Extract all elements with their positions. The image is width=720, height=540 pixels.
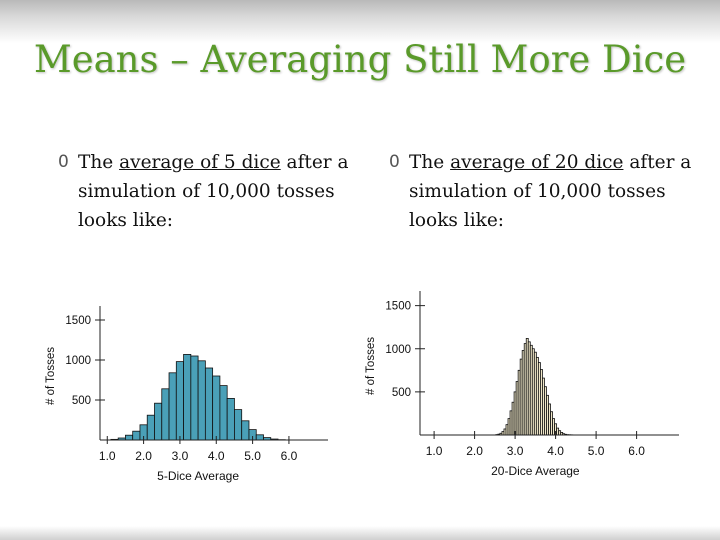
bullet-suffix: after a simulation of 10,000 tosses look… (409, 152, 692, 231)
histogram-20-dice: 1.0 2.0 3.0 4.0 5.0 6.0 500 1000 1500 20-Dice Ave… (365, 291, 679, 478)
histogram-bar (226, 398, 235, 441)
histogram-bar (125, 434, 134, 441)
slide-title: Means – Averaging Still More Dice (33, 38, 687, 81)
bullet-5-dice: 0 The average of 5 dice after a simulati… (58, 148, 378, 240)
x-tick-label: 5.0 (244, 449, 261, 463)
y-tick-label: 500 (392, 387, 411, 399)
histogram-bar (161, 388, 170, 441)
x-tick-label: 3.0 (172, 449, 189, 463)
x-tick-label: 5.0 (588, 444, 605, 458)
x-tick-label: 4.0 (208, 449, 225, 463)
bullet-emphasis: average of 20 dice (450, 152, 624, 173)
bullet-suffix: after a simulation of 10,000 tosses look… (78, 152, 349, 231)
x-tick-label: 6.0 (281, 449, 298, 463)
x-tick-label: 2.0 (135, 449, 152, 463)
y-tick-label: 1000 (65, 355, 91, 367)
y-axis-label: # of Tosses (365, 337, 377, 395)
histogram-bar (190, 355, 199, 441)
x-tick-label: 2.0 (466, 444, 483, 458)
histogram-bar (146, 414, 155, 441)
y-tick-label: 1500 (65, 315, 91, 327)
x-axis-label: 5-Dice Average (157, 469, 239, 483)
x-tick-label: 1.0 (99, 449, 116, 463)
bullet-prefix: The (409, 152, 451, 173)
x-tick-label: 3.0 (507, 444, 524, 458)
x-tick-label: 1.0 (426, 444, 443, 458)
histogram-bar (219, 385, 228, 441)
bullet-emphasis: average of 5 dice (119, 152, 281, 173)
histogram-bar (255, 434, 264, 441)
histogram-bar (241, 420, 250, 441)
histogram-bar (132, 430, 141, 441)
bullet-text: The average of 5 dice after a simulation… (78, 148, 378, 235)
y-tick-label: 1500 (385, 301, 411, 313)
histogram-bar (204, 367, 214, 441)
histogram-bar (212, 375, 221, 441)
histogram-bar (197, 360, 206, 441)
bullet-text: The average of 20 dice after a simulatio… (409, 148, 709, 235)
histogram-bar (154, 402, 163, 441)
histogram-bar (234, 409, 243, 441)
bullet-20-dice: 0 The average of 20 dice after a simulat… (389, 148, 709, 240)
x-tick-label: 6.0 (628, 444, 645, 458)
histogram-bar (168, 372, 177, 441)
bullet-marker: 0 (58, 152, 69, 172)
x-tick-label: 4.0 (547, 444, 564, 458)
bullet-prefix: The (78, 152, 120, 173)
histogram-5-dice: 1.0 2.0 3.0 4.0 5.0 6.0 500 1000 1500 5-Dice Aver… (45, 306, 328, 483)
y-tick-label: 500 (72, 395, 91, 407)
y-axis-label: # of Tosses (45, 347, 57, 405)
histogram-bar (183, 354, 192, 441)
slide-bottom-edge (0, 526, 720, 540)
x-axis-label: 20-Dice Average (491, 464, 580, 478)
histogram-bar (175, 361, 184, 441)
bullet-marker: 0 (389, 152, 400, 172)
y-tick-label: 1000 (385, 344, 411, 356)
